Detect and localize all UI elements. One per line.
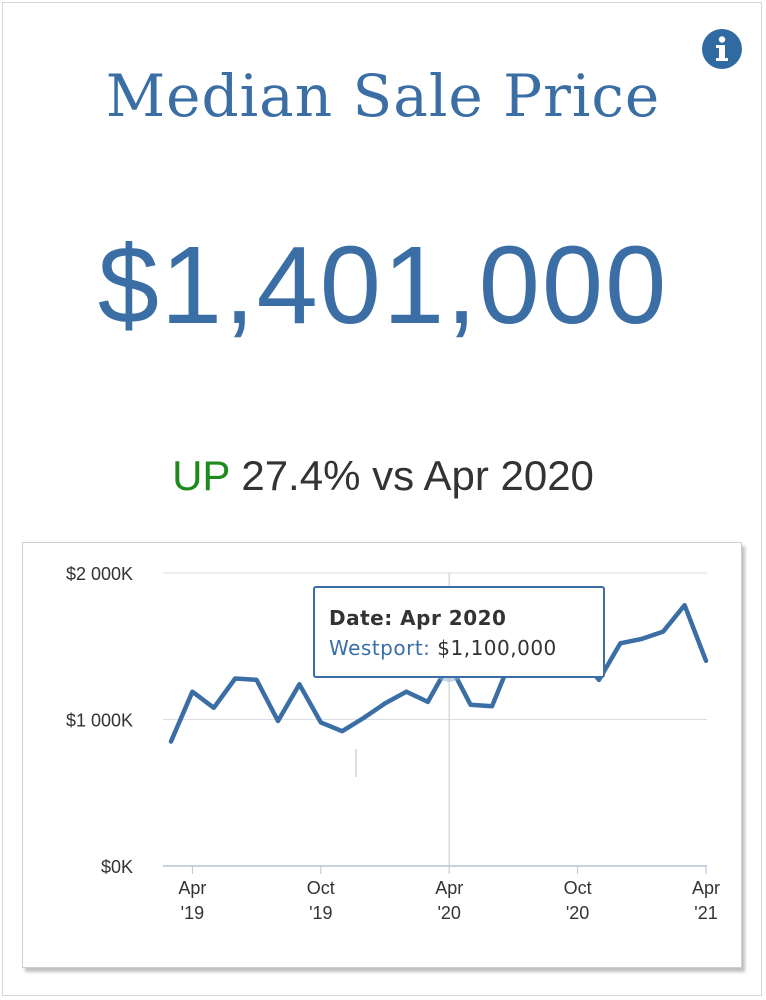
data-point (233, 676, 237, 680)
x-tick-label: Oct (307, 878, 335, 898)
tooltip-date: Date: Apr 2020 (329, 606, 507, 630)
data-point (190, 690, 194, 694)
chart-tooltip: Date: Apr 2020 Westport: $1,100,000 (313, 586, 605, 678)
x-tick-label: Apr (435, 878, 463, 898)
data-point (618, 641, 622, 645)
data-point (276, 719, 280, 723)
line-chart[interactable]: $2 000K $1 000K $0K Apr '19 Oct '19 Apr '20 Oct '2… (23, 543, 741, 967)
data-point (704, 659, 708, 663)
x-tick-label-year: '20 (566, 903, 589, 923)
y-tick-label: $0K (101, 857, 133, 877)
data-point (683, 603, 687, 607)
change-summary: UP 27.4% vs Apr 2020 (0, 452, 766, 500)
data-point (255, 678, 259, 682)
data-point (469, 703, 473, 707)
data-point (661, 630, 665, 634)
y-tick-label: $2 000K (66, 564, 133, 584)
data-point (362, 716, 366, 720)
data-point (319, 720, 323, 724)
change-text: 27.4% vs Apr 2020 (241, 452, 594, 499)
data-point (490, 704, 494, 708)
series-line-westport (168, 602, 709, 744)
x-tick-label-year: '19 (181, 903, 204, 923)
price-value: $1,401,000 (97, 224, 669, 347)
x-tick-label: Apr (178, 878, 206, 898)
data-point (340, 729, 344, 733)
page-title: Median Sale Price (105, 62, 661, 130)
change-direction: UP (172, 452, 230, 499)
info-icon[interactable] (700, 27, 744, 71)
x-tick-label-year: '21 (694, 903, 717, 923)
tooltip-series-label: Westport: (329, 636, 431, 660)
data-point (404, 690, 408, 694)
data-point (169, 739, 173, 743)
tooltip-value: $1,100,000 (437, 636, 557, 660)
x-tick-label-year: '19 (309, 903, 332, 923)
x-tick-label: Apr (692, 878, 720, 898)
chart-container: $2 000K $1 000K $0K Apr '19 Oct '19 Apr '20 Oct '2… (22, 542, 742, 968)
data-point (212, 706, 216, 710)
data-point (426, 700, 430, 704)
data-point (640, 637, 644, 641)
x-tick-label: Oct (564, 878, 592, 898)
data-point (383, 701, 387, 705)
data-point (297, 682, 301, 686)
x-tick-label-year: '20 (437, 903, 460, 923)
tooltip-value-row: Westport: $1,100,000 (329, 636, 603, 660)
data-point (597, 678, 601, 682)
y-tick-label: $1 000K (66, 711, 133, 731)
